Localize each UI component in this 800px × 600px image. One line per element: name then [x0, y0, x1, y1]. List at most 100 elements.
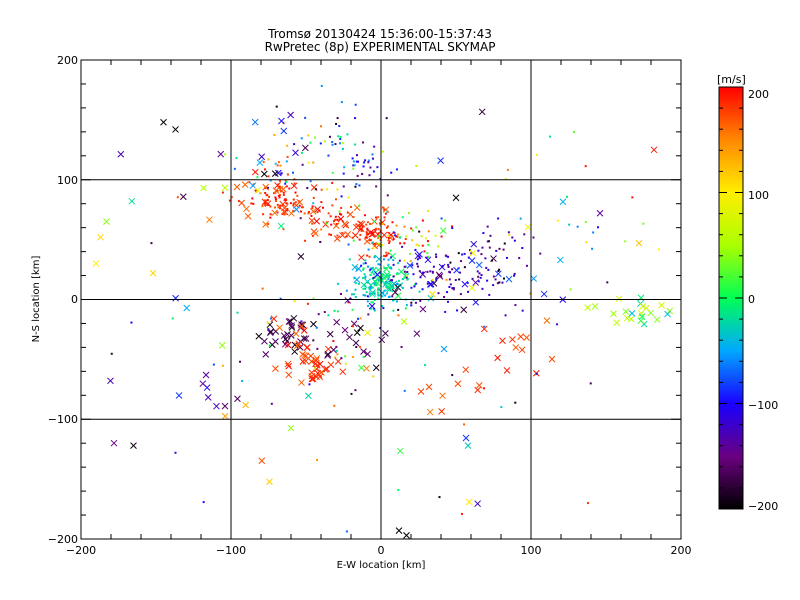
data-point-dot: [347, 243, 350, 246]
data-point-dot: [251, 197, 254, 200]
data-point-dot: [266, 186, 269, 189]
data-point-dot: [444, 254, 447, 257]
data-point-dot: [336, 188, 339, 191]
data-point-dot: [411, 264, 414, 267]
data-point-dot: [409, 252, 412, 255]
data-point-dot: [366, 227, 369, 230]
data-point-dot: [306, 302, 309, 305]
data-point-dot: [382, 307, 385, 310]
data-point-dot: [391, 221, 394, 224]
data-point-cross: [357, 220, 364, 227]
data-point-dot: [358, 184, 361, 187]
data-point-dot: [398, 279, 401, 282]
data-point-cross: [243, 205, 250, 213]
data-point-dot: [481, 287, 484, 290]
data-point-cross: [437, 157, 444, 164]
data-point-dot: [352, 239, 355, 242]
data-point-cross: [254, 187, 262, 194]
data-point-cross: [426, 281, 434, 288]
data-point-dot: [431, 278, 434, 281]
data-point-dot: [288, 187, 291, 190]
data-point-dot: [374, 276, 377, 279]
data-point-dot: [498, 247, 501, 250]
data-point-dot: [337, 135, 340, 138]
data-point-dot: [335, 222, 338, 225]
data-point-dot: [262, 160, 265, 163]
data-point-dot: [362, 268, 365, 271]
data-point-dot: [354, 282, 357, 285]
data-point-dot: [491, 259, 494, 262]
data-point-dot: [358, 345, 361, 348]
data-point-dot: [323, 311, 326, 314]
data-point-cross: [524, 223, 532, 231]
data-point-dot: [237, 200, 240, 203]
data-point-dot: [411, 229, 414, 232]
data-point-dot: [372, 170, 375, 173]
data-point-dot: [334, 356, 337, 359]
data-point-dot: [307, 134, 310, 137]
data-point-dot: [505, 256, 508, 259]
data-point-dot: [421, 219, 424, 222]
data-point-dot: [417, 244, 420, 247]
data-point-cross: [369, 289, 376, 296]
data-point-dot: [367, 161, 370, 164]
data-point-cross: [503, 367, 511, 374]
data-point-cross: [285, 362, 293, 370]
data-point-dot: [371, 153, 374, 156]
data-point-cross: [332, 222, 340, 230]
data-point-dot: [363, 214, 366, 217]
data-point-cross: [272, 365, 279, 372]
data-point-dot: [261, 205, 264, 208]
data-point-dot: [274, 200, 277, 203]
data-point-dot: [415, 226, 418, 229]
data-point-dot: [294, 191, 297, 194]
data-point-dot: [366, 232, 369, 235]
data-point-cross: [326, 330, 334, 338]
data-point-dot: [406, 274, 409, 277]
data-point-dot: [320, 228, 323, 231]
data-point-dot: [350, 293, 353, 296]
data-point-dot: [584, 165, 587, 168]
data-point-dot: [361, 277, 364, 280]
data-point-cross: [556, 256, 564, 264]
data-point-dot: [319, 125, 322, 128]
data-point-dot: [591, 247, 594, 250]
data-point-dot: [513, 239, 516, 242]
data-point-dot: [355, 183, 358, 186]
data-point-dot: [358, 227, 361, 230]
data-point-dot: [298, 204, 301, 207]
data-point-dot: [304, 116, 307, 119]
data-point-cross: [438, 263, 446, 271]
data-point-dot: [248, 181, 251, 184]
data-point-dot: [460, 512, 463, 515]
data-point-dot: [261, 287, 264, 290]
data-point-dot: [392, 231, 395, 234]
data-point-cross: [427, 280, 435, 288]
axis-ticks: [80, 59, 682, 540]
data-point-dot: [364, 275, 367, 278]
data-point-cross: [271, 209, 279, 217]
data-point-cross: [666, 307, 674, 315]
data-point-dot: [366, 295, 369, 298]
data-point-dot: [413, 283, 416, 286]
data-point-dot: [565, 195, 568, 198]
data-point-dot: [377, 294, 380, 297]
data-point-dot: [504, 314, 507, 317]
data-point-dot: [339, 292, 342, 295]
data-point-dot: [446, 291, 449, 294]
data-point-dot: [334, 143, 337, 146]
data-point-dot: [351, 157, 354, 160]
data-point-dot: [371, 266, 374, 269]
data-point-cross: [439, 392, 446, 400]
data-point-cross: [518, 346, 526, 354]
data-point-dot: [443, 296, 446, 299]
data-point-dot: [536, 153, 539, 156]
data-point-cross: [251, 118, 259, 126]
data-point-dot: [329, 215, 332, 218]
data-point-dot: [523, 233, 526, 236]
data-point-dot: [360, 229, 363, 232]
data-point-dot: [373, 283, 376, 286]
data-point-cross: [379, 219, 386, 226]
data-point-dot: [397, 262, 400, 265]
data-point-dot: [365, 291, 368, 294]
